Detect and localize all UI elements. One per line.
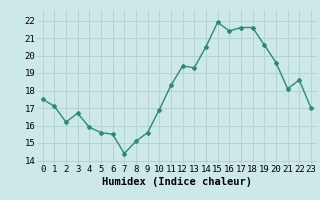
X-axis label: Humidex (Indice chaleur): Humidex (Indice chaleur) xyxy=(102,177,252,187)
